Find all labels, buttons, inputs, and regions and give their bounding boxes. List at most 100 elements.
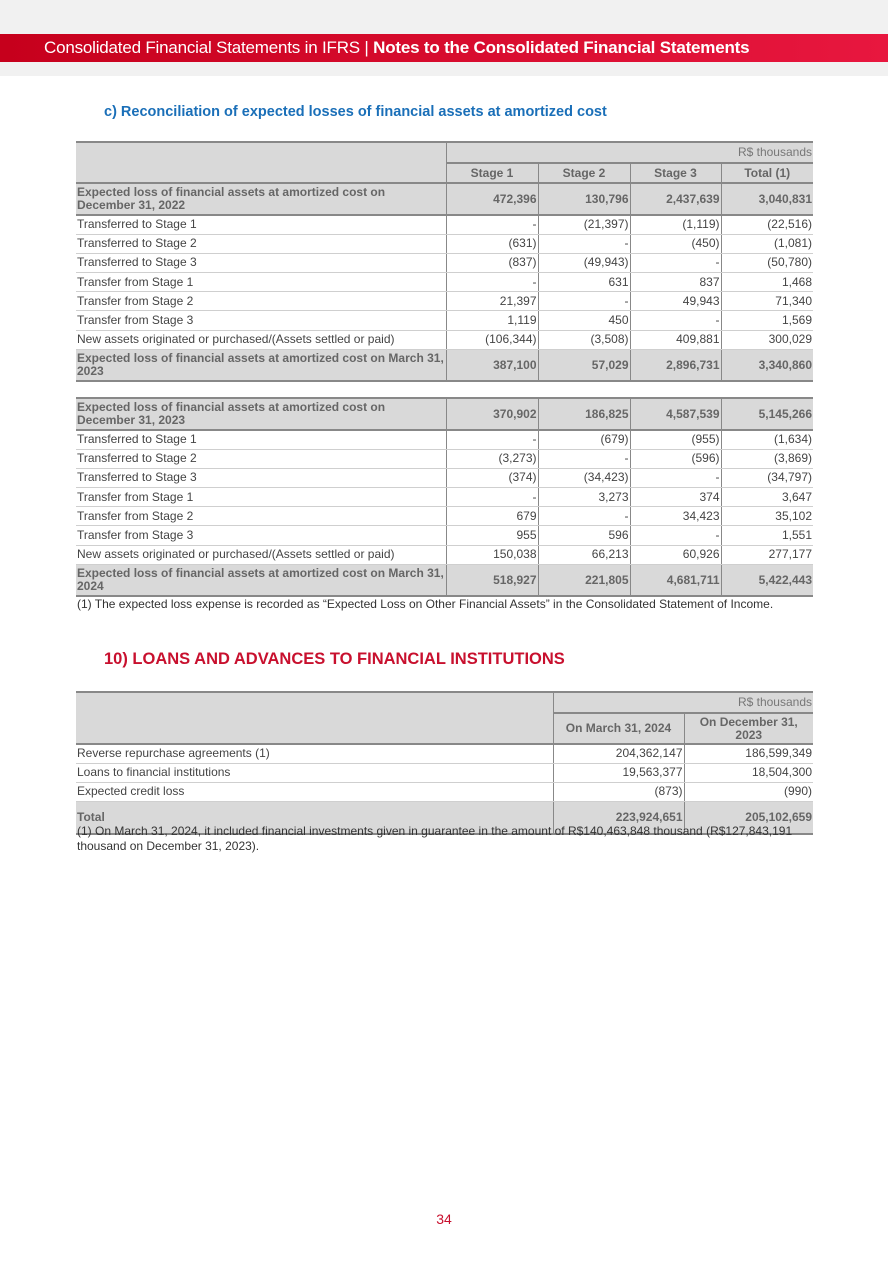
row-label: New assets originated or purchased/(Asse… <box>76 545 446 565</box>
table-row: New assets originated or purchased/(Asse… <box>76 330 813 350</box>
table-row: Transfer from Stage 3 1,119 450-1,569 <box>76 310 813 331</box>
cell-value: 19,563,377 <box>552 763 684 783</box>
cell-value: - <box>629 468 721 489</box>
cell-value: 472,396 <box>445 183 538 216</box>
row-label: Transfer from Stage 2 <box>76 506 446 527</box>
cell-value: - <box>445 487 538 508</box>
row-label: Expected loss of financial assets at amo… <box>76 349 446 383</box>
table-row: New assets originated or purchased/(Asse… <box>76 545 813 565</box>
header-blank <box>76 163 446 184</box>
row-label: Expected credit loss <box>76 782 553 803</box>
row-label: Transferred to Stage 2 <box>76 449 446 469</box>
table-row: Transfer from Stage 3 955 596-1,551 <box>76 525 813 546</box>
cell-value: 21,397 <box>445 291 538 312</box>
cell-value: (873) <box>552 782 684 803</box>
unit-label: R$ thousands <box>445 141 813 164</box>
cell-value: (3,273) <box>445 449 538 469</box>
table-row: Expected loss of financial assets at amo… <box>76 397 813 431</box>
table-row: Transferred to Stage 2 (3,273) - (596) (3,86… <box>76 449 813 469</box>
cell-value: - <box>629 525 721 546</box>
cell-value: 300,029 <box>720 330 813 350</box>
table-row: Transfer from Stage 1-631 837 1,468 <box>76 272 813 293</box>
cell-value: 5,422,443 <box>720 564 813 598</box>
row-label: Loans to financial institutions <box>76 763 553 783</box>
table-row: Total 223,924,651 205,102,659 <box>76 801 813 835</box>
cell-value: 4,681,711 <box>629 564 721 598</box>
cell-value: (22,516) <box>720 215 813 235</box>
cell-value: (50,780) <box>720 253 813 274</box>
cell-value: - <box>445 430 538 450</box>
cell-value: 596 <box>537 525 630 546</box>
reconciliation-table: R$ thousands Stage 1 Stage 2 Stage 3 Total (… <box>76 141 813 383</box>
cell-value: 66,213 <box>537 545 630 565</box>
table-row: Transferred to Stage 3 (374) (34,423) - (34,… <box>76 468 813 489</box>
table-row: Transferred to Stage 1- (679) (955) (1,634) <box>76 430 813 450</box>
cell-value: 221,805 <box>537 564 630 598</box>
header-left: Consolidated Financial Statements in IFR… <box>44 38 374 57</box>
cell-value: (1,081) <box>720 234 813 254</box>
cell-value: (1,119) <box>629 215 721 235</box>
cell-value: 60,926 <box>629 545 721 565</box>
page-number: 34 <box>436 1211 452 1227</box>
cell-value: 186,825 <box>537 397 630 431</box>
row-label: New assets originated or purchased/(Asse… <box>76 330 446 350</box>
cell-value: - <box>537 506 630 527</box>
cell-value: (374) <box>445 468 538 489</box>
header-right: Notes to the Consolidated Financial Stat… <box>373 38 750 57</box>
unit-row: R$ thousands <box>76 691 813 714</box>
row-label: Transfer from Stage 2 <box>76 291 446 312</box>
cell-value: 5,145,266 <box>720 397 813 431</box>
cell-value: 18,504,300 <box>683 763 813 783</box>
column-header: On March 31, 2024 <box>552 713 684 745</box>
cell-value: 3,340,860 <box>720 349 813 383</box>
cell-value: (34,423) <box>537 468 630 489</box>
cell-value: (679) <box>537 430 630 450</box>
cell-value: 71,340 <box>720 291 813 312</box>
row-label: Expected loss of financial assets at amo… <box>76 564 446 598</box>
cell-value: 3,647 <box>720 487 813 508</box>
cell-value: 223,924,651 <box>552 801 684 835</box>
cell-value: (596) <box>629 449 721 469</box>
row-label: Transfer from Stage 1 <box>76 487 446 508</box>
header-blank <box>76 141 446 163</box>
table-row: Transferred to Stage 1- (21,397) (1,119) (2… <box>76 215 813 235</box>
cell-value: 955 <box>445 525 538 546</box>
table1-footnote: (1) The expected loss expense is recorde… <box>77 597 774 611</box>
cell-value: (1,634) <box>720 430 813 450</box>
cell-value: (955) <box>629 430 721 450</box>
column-header: Stage 2 <box>537 163 630 184</box>
cell-value: 837 <box>629 272 721 293</box>
header-blank <box>76 713 553 745</box>
row-label: Transferred to Stage 1 <box>76 430 446 450</box>
table-row: Reverse repurchase agreements (1) 204,362… <box>76 744 813 764</box>
row-label: Transferred to Stage 3 <box>76 253 446 274</box>
cell-value: 1,468 <box>720 272 813 293</box>
reconciliation-table-2023: Expected loss of financial assets at amo… <box>76 397 813 598</box>
cell-value: 3,273 <box>537 487 630 508</box>
cell-value: - <box>445 215 538 235</box>
cell-value: 204,362,147 <box>552 744 684 764</box>
cell-value: - <box>445 272 538 293</box>
table-row: Expected loss of financial assets at amo… <box>76 564 813 598</box>
row-label: Transferred to Stage 2 <box>76 234 446 254</box>
table-row: Expected loss of financial assets at amo… <box>76 183 813 216</box>
cell-value: (990) <box>683 782 813 803</box>
cell-value: 1,551 <box>720 525 813 546</box>
cell-value: (34,797) <box>720 468 813 489</box>
loans-table: R$ thousands On March 31, 2024 On December… <box>76 691 813 835</box>
cell-value: - <box>629 310 721 331</box>
cell-value: 1,569 <box>720 310 813 331</box>
table-row: Expected loss of financial assets at amo… <box>76 349 813 383</box>
row-label: Reverse repurchase agreements (1) <box>76 744 553 764</box>
column-header: On December 31, 2023 <box>683 713 813 745</box>
cell-value: (837) <box>445 253 538 274</box>
row-label: Expected loss of financial assets at amo… <box>76 397 446 431</box>
cell-value: 205,102,659 <box>683 801 813 835</box>
unit-row: R$ thousands <box>76 141 813 164</box>
cell-value: 57,029 <box>537 349 630 383</box>
row-label: Expected loss of financial assets at amo… <box>76 183 446 216</box>
table-row: Transfer from Stage 1-3,273 374 3,647 <box>76 487 813 508</box>
cell-value: - <box>537 234 630 254</box>
column-header: Stage 3 <box>629 163 721 184</box>
cell-value: 450 <box>537 310 630 331</box>
